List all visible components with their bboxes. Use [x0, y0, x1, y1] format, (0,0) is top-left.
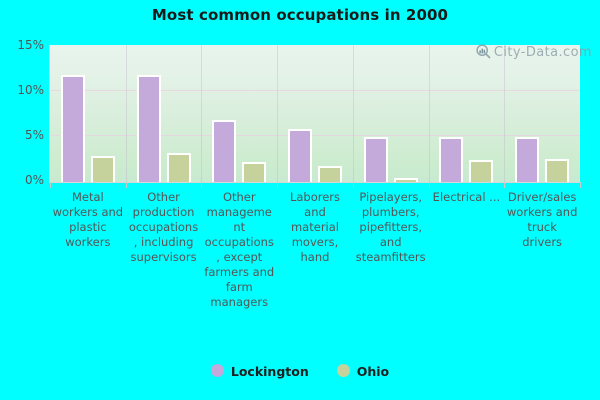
- x-tick-4: [352, 182, 354, 188]
- gridline-10: [50, 90, 580, 91]
- bar-ohio-3[interactable]: [318, 165, 342, 182]
- magnifier-chart-icon: [476, 44, 491, 63]
- x-tick-1: [125, 182, 127, 188]
- y-tick-label-15: 15%: [17, 38, 44, 52]
- y-tick-label-10: 10%: [17, 83, 44, 97]
- x-category-label-4: Pipelayers, plumbers, pipefitters, and s…: [355, 190, 426, 264]
- x-category-label-0: Metal workers and plastic workers: [52, 190, 124, 249]
- bar-ohio-1[interactable]: [166, 152, 191, 182]
- chart-title: Most common occupations in 2000: [151, 6, 449, 24]
- x-category-label-3: Laborers and material movers, hand: [289, 190, 341, 264]
- bar-ohio-2[interactable]: [242, 161, 267, 182]
- legend-label-ohio: Ohio: [356, 363, 390, 379]
- bar-lockington-3[interactable]: [288, 129, 312, 182]
- y-tick-label-0: 0%: [24, 173, 44, 187]
- plot-area: [50, 45, 580, 182]
- bar-lockington-2[interactable]: [212, 119, 237, 182]
- y-tick-label-5: 5%: [24, 128, 44, 142]
- x-tick-6: [504, 182, 506, 188]
- chart-legend: Lockington Ohio: [0, 362, 600, 379]
- bar-lockington-6[interactable]: [515, 137, 540, 182]
- x-category-label-5: Electrical ...: [432, 190, 501, 204]
- category-separator-0: [125, 45, 127, 182]
- category-separator-5: [504, 45, 506, 182]
- bar-ohio-4[interactable]: [393, 178, 418, 182]
- x-tick-5: [428, 182, 430, 188]
- x-axis-line: [50, 182, 580, 183]
- y-axis-line: [49, 45, 50, 183]
- x-category-label-1: Other production occupations, including …: [128, 190, 199, 264]
- x-tick-3: [277, 182, 279, 188]
- legend-item-ohio[interactable]: Ohio: [336, 363, 390, 379]
- x-category-label-6: Driver/sales workers and truck drivers: [506, 190, 578, 249]
- x-tick-end: [580, 182, 581, 188]
- bar-lockington-4[interactable]: [363, 137, 388, 182]
- bar-ohio-5[interactable]: [469, 160, 494, 182]
- bar-lockington-0[interactable]: [60, 75, 85, 182]
- legend-swatch-lockington: [210, 363, 224, 377]
- bar-ohio-0[interactable]: [90, 155, 115, 182]
- bar-lockington-5[interactable]: [439, 137, 464, 182]
- city-data-watermark: City-Data.com: [476, 44, 592, 63]
- bar-lockington-1[interactable]: [136, 75, 161, 182]
- x-category-label-2: Other management occupations, except far…: [204, 190, 275, 309]
- legend-swatch-ohio: [336, 363, 350, 377]
- legend-label-lockington: Lockington: [230, 363, 309, 379]
- x-tick-0: [50, 182, 51, 188]
- category-separator-1: [201, 45, 203, 182]
- category-separator-2: [277, 45, 279, 182]
- x-tick-2: [201, 182, 203, 188]
- category-separator-4: [428, 45, 430, 182]
- bar-ohio-6[interactable]: [545, 159, 570, 182]
- watermark-text: City-Data.com: [493, 45, 592, 60]
- gridline-5: [50, 135, 580, 136]
- category-separator-3: [352, 45, 354, 182]
- legend-item-lockington[interactable]: Lockington: [210, 363, 309, 379]
